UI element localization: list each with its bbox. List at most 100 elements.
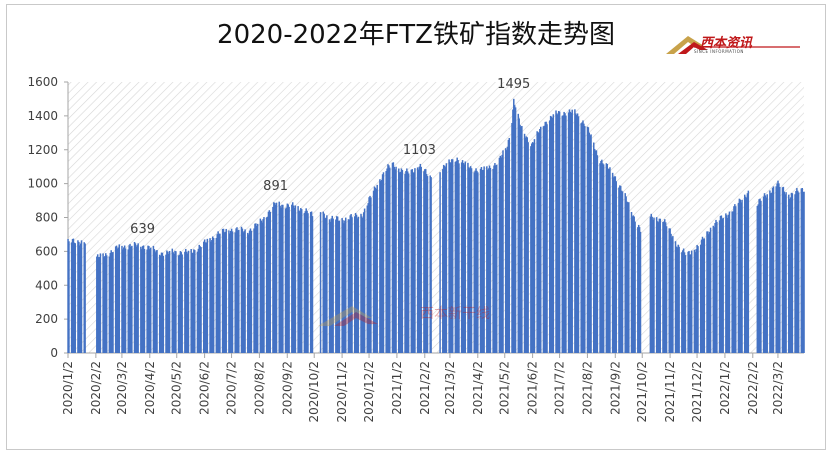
data-bar bbox=[457, 160, 459, 353]
data-bar bbox=[178, 254, 181, 353]
data-bar bbox=[674, 241, 677, 353]
data-bar bbox=[386, 168, 388, 353]
data-bar bbox=[361, 216, 363, 353]
data-bar bbox=[416, 167, 419, 353]
data-bar bbox=[382, 172, 385, 353]
data-bar bbox=[216, 234, 218, 353]
data-bar bbox=[741, 199, 743, 353]
data-bar bbox=[419, 163, 422, 353]
data-bar bbox=[266, 216, 269, 353]
data-bar bbox=[273, 202, 275, 353]
data-bar bbox=[391, 162, 394, 353]
data-bar bbox=[498, 157, 501, 353]
data-bar bbox=[228, 230, 230, 353]
data-bar bbox=[265, 217, 268, 353]
data-bar bbox=[184, 251, 186, 353]
data-bar bbox=[733, 206, 735, 353]
data-bar bbox=[155, 250, 157, 353]
data-bar bbox=[523, 133, 526, 353]
data-bar bbox=[569, 111, 572, 353]
y-tick-label: 800 bbox=[35, 211, 58, 225]
data-bar bbox=[690, 250, 693, 353]
data-bar bbox=[370, 197, 372, 353]
data-bar bbox=[590, 134, 592, 353]
data-bar bbox=[726, 215, 728, 353]
data-bar bbox=[575, 115, 578, 353]
data-bar bbox=[445, 163, 448, 353]
data-bar bbox=[367, 203, 369, 353]
data-bar bbox=[429, 175, 431, 353]
data-bar bbox=[482, 169, 484, 353]
data-bar bbox=[507, 139, 510, 353]
data-bar bbox=[291, 202, 294, 353]
brand-logo: 西本资讯 SINCE INFORMATION bbox=[664, 28, 804, 58]
data-bar bbox=[630, 212, 633, 353]
data-bar bbox=[467, 162, 469, 353]
data-bar bbox=[344, 217, 347, 353]
data-bar bbox=[589, 135, 591, 353]
data-bar bbox=[684, 255, 687, 353]
data-bar bbox=[186, 253, 189, 353]
data-bar bbox=[727, 214, 730, 353]
data-bar bbox=[412, 172, 414, 353]
data-bar bbox=[722, 217, 724, 353]
data-bar bbox=[747, 190, 750, 353]
data-bar bbox=[261, 222, 263, 353]
data-bar bbox=[771, 187, 774, 353]
x-tick-label: 2021/3/2 bbox=[443, 361, 457, 415]
data-bar bbox=[300, 209, 303, 353]
data-bar bbox=[681, 252, 683, 353]
data-bar bbox=[231, 231, 234, 353]
data-bar bbox=[70, 242, 73, 353]
data-bar bbox=[192, 252, 194, 353]
data-bar bbox=[279, 205, 281, 353]
data-bar bbox=[558, 111, 561, 353]
data-bar bbox=[584, 126, 586, 353]
x-tick-label: 2020/7/2 bbox=[225, 361, 239, 415]
data-bar bbox=[109, 252, 112, 353]
data-bar bbox=[267, 211, 270, 353]
data-bar bbox=[777, 180, 779, 353]
data-bar bbox=[310, 211, 313, 353]
data-bar bbox=[304, 211, 307, 353]
data-bar bbox=[142, 245, 145, 353]
chart-title: 2020-2022年FTZ铁矿指数走势图 bbox=[217, 20, 615, 50]
data-bar bbox=[728, 211, 731, 353]
data-bar bbox=[550, 116, 553, 353]
data-bar bbox=[508, 137, 511, 353]
data-bar bbox=[506, 146, 509, 353]
data-bar bbox=[518, 118, 520, 353]
data-bar bbox=[561, 115, 564, 353]
data-bar bbox=[474, 170, 476, 353]
data-bar bbox=[690, 254, 692, 353]
data-bar bbox=[306, 210, 308, 353]
data-bar bbox=[449, 162, 451, 353]
data-bar bbox=[525, 136, 528, 353]
data-bar bbox=[582, 120, 584, 353]
data-bar bbox=[695, 249, 697, 353]
data-bar bbox=[677, 244, 679, 353]
data-bar bbox=[210, 241, 212, 353]
data-bar bbox=[98, 257, 101, 353]
data-bar bbox=[803, 191, 805, 353]
data-bar bbox=[612, 177, 615, 353]
data-bar bbox=[669, 228, 671, 353]
data-bar bbox=[174, 250, 176, 353]
data-bar bbox=[278, 201, 280, 353]
data-bar bbox=[794, 194, 796, 353]
data-bar bbox=[211, 236, 214, 353]
data-bar bbox=[354, 213, 357, 353]
data-bar bbox=[505, 150, 508, 353]
data-bar bbox=[656, 221, 659, 353]
data-bar bbox=[99, 253, 102, 353]
data-bar bbox=[380, 181, 382, 353]
data-bar bbox=[426, 176, 429, 353]
brand-logo-mark bbox=[666, 36, 800, 54]
data-bar bbox=[670, 233, 672, 353]
data-bar bbox=[624, 193, 626, 353]
data-bar bbox=[743, 194, 746, 353]
data-bar bbox=[417, 169, 420, 353]
data-bar bbox=[197, 248, 200, 353]
data-bar bbox=[713, 227, 715, 353]
brand-logo-subtext: SINCE INFORMATION bbox=[694, 49, 744, 54]
